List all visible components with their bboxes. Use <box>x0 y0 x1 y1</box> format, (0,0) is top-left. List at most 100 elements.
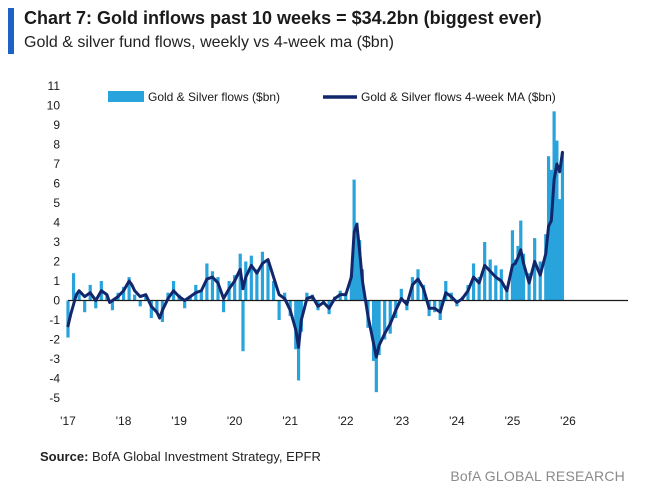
flow-bar <box>552 111 556 301</box>
source-label: Source: <box>40 449 89 464</box>
flow-bar <box>533 238 537 301</box>
flow-bar <box>83 300 87 313</box>
y-tick-label: -3 <box>49 352 60 366</box>
y-tick-label: -4 <box>49 372 60 386</box>
flow-bar <box>77 290 81 301</box>
flow-bar <box>471 263 476 301</box>
flow-bar <box>210 271 215 301</box>
y-tick-label: 10 <box>47 99 61 113</box>
flow-bar <box>255 269 259 301</box>
flow-bar <box>513 259 517 301</box>
flow-bar <box>183 300 187 309</box>
flow-bar <box>216 277 220 301</box>
flow-bar <box>241 300 245 352</box>
flow-bar <box>71 273 76 301</box>
title-accent-bar <box>8 8 14 54</box>
y-axis-ticks: -5 -4 -3 -2 -1 0 1 2 3 4 5 6 7 8 9 10 11 <box>47 79 61 405</box>
flow-bar <box>133 294 137 301</box>
y-tick-label: 1 <box>53 274 60 288</box>
y-tick-label: 11 <box>48 79 61 93</box>
flow-bar <box>271 281 276 301</box>
legend: Gold & Silver flows ($bn) Gold & Silver … <box>108 90 556 104</box>
moving-average-line <box>66 150 564 359</box>
legend-label-line: Gold & Silver flows 4-week MA ($bn) <box>361 90 556 104</box>
flow-bar <box>519 220 523 301</box>
flow-bar <box>355 222 359 301</box>
flow-bar <box>560 152 565 301</box>
flow-bar <box>260 251 265 301</box>
x-tick-label: '20 <box>227 414 243 428</box>
x-tick-label: '24 <box>449 414 465 428</box>
flow-bar <box>374 300 378 393</box>
x-tick-label: '21 <box>282 414 298 428</box>
flow-bar <box>521 253 526 301</box>
source-text: BofA Global Investment Strategy, EPFR <box>88 449 321 464</box>
flow-bar <box>66 300 70 338</box>
flow-bar <box>249 255 253 301</box>
flow-bar <box>149 300 153 319</box>
flow-bar <box>127 277 131 301</box>
legend-label-bars: Gold & Silver flows ($bn) <box>148 90 280 104</box>
source-note: Source: BofA Global Investment Strategy,… <box>40 449 321 464</box>
chart-subtitle: Gold & silver fund flows, weekly vs 4-we… <box>24 34 394 51</box>
flow-bar <box>188 296 192 301</box>
x-tick-label: '22 <box>338 414 354 428</box>
flow-bar <box>358 240 362 301</box>
flow-bar <box>349 275 353 301</box>
y-tick-label: 6 <box>53 177 60 191</box>
flow-bar <box>483 242 487 301</box>
flow-bar <box>477 277 481 301</box>
y-tick-label: 7 <box>53 157 60 171</box>
flow-bar <box>277 300 281 320</box>
y-tick-label: 0 <box>53 294 60 308</box>
x-tick-label: '25 <box>505 414 521 428</box>
flow-bar <box>144 296 148 301</box>
flow-bar <box>549 169 553 301</box>
flow-bar <box>544 234 548 301</box>
x-tick-label: '19 <box>171 414 187 428</box>
y-tick-label: 2 <box>53 255 60 269</box>
flow-bar <box>283 292 287 301</box>
flow-bar <box>527 273 531 301</box>
flow-bar <box>155 300 159 313</box>
flow-bar <box>371 300 376 361</box>
flow-bar <box>499 269 503 301</box>
brand-watermark: BofA GLOBAL RESEARCH <box>450 468 625 484</box>
y-tick-label: 3 <box>53 235 60 249</box>
flow-bar <box>266 259 270 301</box>
y-tick-label: -5 <box>49 391 60 405</box>
flow-bar <box>377 300 381 356</box>
y-tick-label: -1 <box>49 313 60 327</box>
flow-bar <box>399 288 403 301</box>
flow-bar <box>488 259 492 301</box>
x-tick-label: '26 <box>560 414 576 428</box>
chart-title: Chart 7: Gold inflows past 10 weeks = $3… <box>24 8 542 28</box>
y-tick-label: 4 <box>53 216 60 230</box>
flow-bar <box>416 269 420 301</box>
flow-bar <box>538 261 542 301</box>
x-tick-label: '17 <box>60 414 76 428</box>
flow-bar <box>94 300 98 309</box>
flow-bar <box>199 290 203 301</box>
flow-bar <box>505 288 509 301</box>
y-tick-label: 9 <box>53 118 60 132</box>
flow-bar <box>558 199 562 301</box>
flow-bar <box>383 300 387 340</box>
x-tick-label: '18 <box>116 414 132 428</box>
flow-bar <box>121 286 126 301</box>
flow-bar <box>494 265 498 301</box>
flow-bar <box>344 292 348 301</box>
y-tick-label: 8 <box>53 138 60 152</box>
bar-series-group <box>66 111 565 393</box>
flow-bar <box>555 140 559 301</box>
x-axis-ticks: '17 '18 '19 '20 '21 '22 '23 '24 '25 '26 <box>60 414 576 428</box>
flow-bar <box>516 245 520 301</box>
flow-bar <box>305 292 309 301</box>
y-tick-label: 5 <box>53 196 60 210</box>
y-tick-label: -2 <box>49 333 60 347</box>
flow-bar <box>138 300 142 307</box>
x-tick-label: '23 <box>394 414 410 428</box>
flow-bar <box>433 300 437 313</box>
flow-bar <box>233 275 237 301</box>
